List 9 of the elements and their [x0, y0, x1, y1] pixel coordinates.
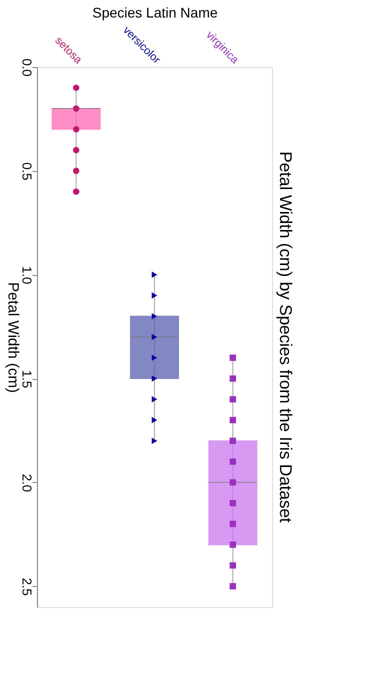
y-tick-label: 1.0: [20, 266, 34, 284]
y-tick-label: 0.0: [20, 58, 34, 77]
y-tick-label: 2.0: [20, 474, 34, 492]
y-tick-label: 2.5: [20, 578, 34, 596]
y-tick-label: 0.5: [20, 162, 34, 180]
text: Petal Width (cm) by Species from the Iris Dataset: [276, 151, 295, 523]
x-axis-title: Species Latin Name: [92, 4, 218, 20]
y-axis-title: Petal Width (cm): [4, 282, 22, 393]
y-tick-label: 1.5: [20, 370, 34, 388]
